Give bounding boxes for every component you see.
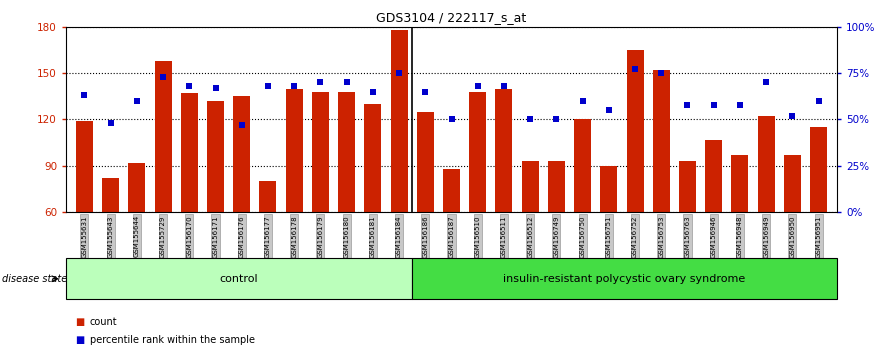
Bar <box>338 92 355 212</box>
Point <box>156 74 170 80</box>
Bar <box>181 93 198 212</box>
Point <box>602 107 616 113</box>
Point <box>418 89 433 95</box>
Point <box>314 80 328 85</box>
Bar <box>679 161 696 212</box>
Bar <box>259 181 277 212</box>
Point <box>470 83 485 89</box>
Bar <box>285 88 303 212</box>
Bar <box>548 161 565 212</box>
Bar <box>705 139 722 212</box>
Bar <box>522 161 538 212</box>
Point <box>785 113 799 119</box>
Bar <box>653 70 670 212</box>
Bar <box>365 104 381 212</box>
Bar <box>76 121 93 212</box>
Point <box>392 70 406 76</box>
Text: ■: ■ <box>75 317 84 327</box>
Bar <box>207 101 224 212</box>
Point <box>234 122 248 128</box>
Bar <box>390 30 408 212</box>
Point <box>523 117 537 122</box>
Point <box>339 80 353 85</box>
Text: insulin-resistant polycystic ovary syndrome: insulin-resistant polycystic ovary syndr… <box>503 274 745 284</box>
Bar <box>443 169 460 212</box>
Bar <box>600 166 618 212</box>
Text: disease state: disease state <box>2 274 67 284</box>
Point <box>811 98 825 104</box>
Point <box>733 102 747 108</box>
Point <box>104 120 118 126</box>
Bar <box>312 92 329 212</box>
Bar <box>233 96 250 212</box>
Point <box>655 70 669 76</box>
Bar <box>417 112 433 212</box>
Bar <box>574 120 591 212</box>
Bar <box>784 155 801 212</box>
Point <box>444 117 458 122</box>
Point <box>78 92 92 98</box>
Bar <box>154 61 172 212</box>
Point <box>209 85 223 91</box>
Text: GDS3104 / 222117_s_at: GDS3104 / 222117_s_at <box>376 11 527 24</box>
Bar <box>129 163 145 212</box>
Point <box>707 102 721 108</box>
Bar <box>470 92 486 212</box>
Text: count: count <box>90 317 117 327</box>
Bar <box>758 116 774 212</box>
Point <box>628 67 642 72</box>
Point <box>680 102 694 108</box>
Point <box>497 83 511 89</box>
Bar <box>626 50 644 212</box>
Point <box>182 83 196 89</box>
Bar <box>495 88 513 212</box>
Point <box>366 89 380 95</box>
Point <box>130 98 144 104</box>
Point <box>287 83 301 89</box>
Point <box>575 98 589 104</box>
Bar <box>731 155 749 212</box>
Bar <box>102 178 119 212</box>
Point <box>261 83 275 89</box>
Bar <box>810 127 827 212</box>
Text: control: control <box>219 274 258 284</box>
Point <box>759 80 774 85</box>
Text: ■: ■ <box>75 335 84 345</box>
Text: percentile rank within the sample: percentile rank within the sample <box>90 335 255 345</box>
Point <box>550 117 564 122</box>
